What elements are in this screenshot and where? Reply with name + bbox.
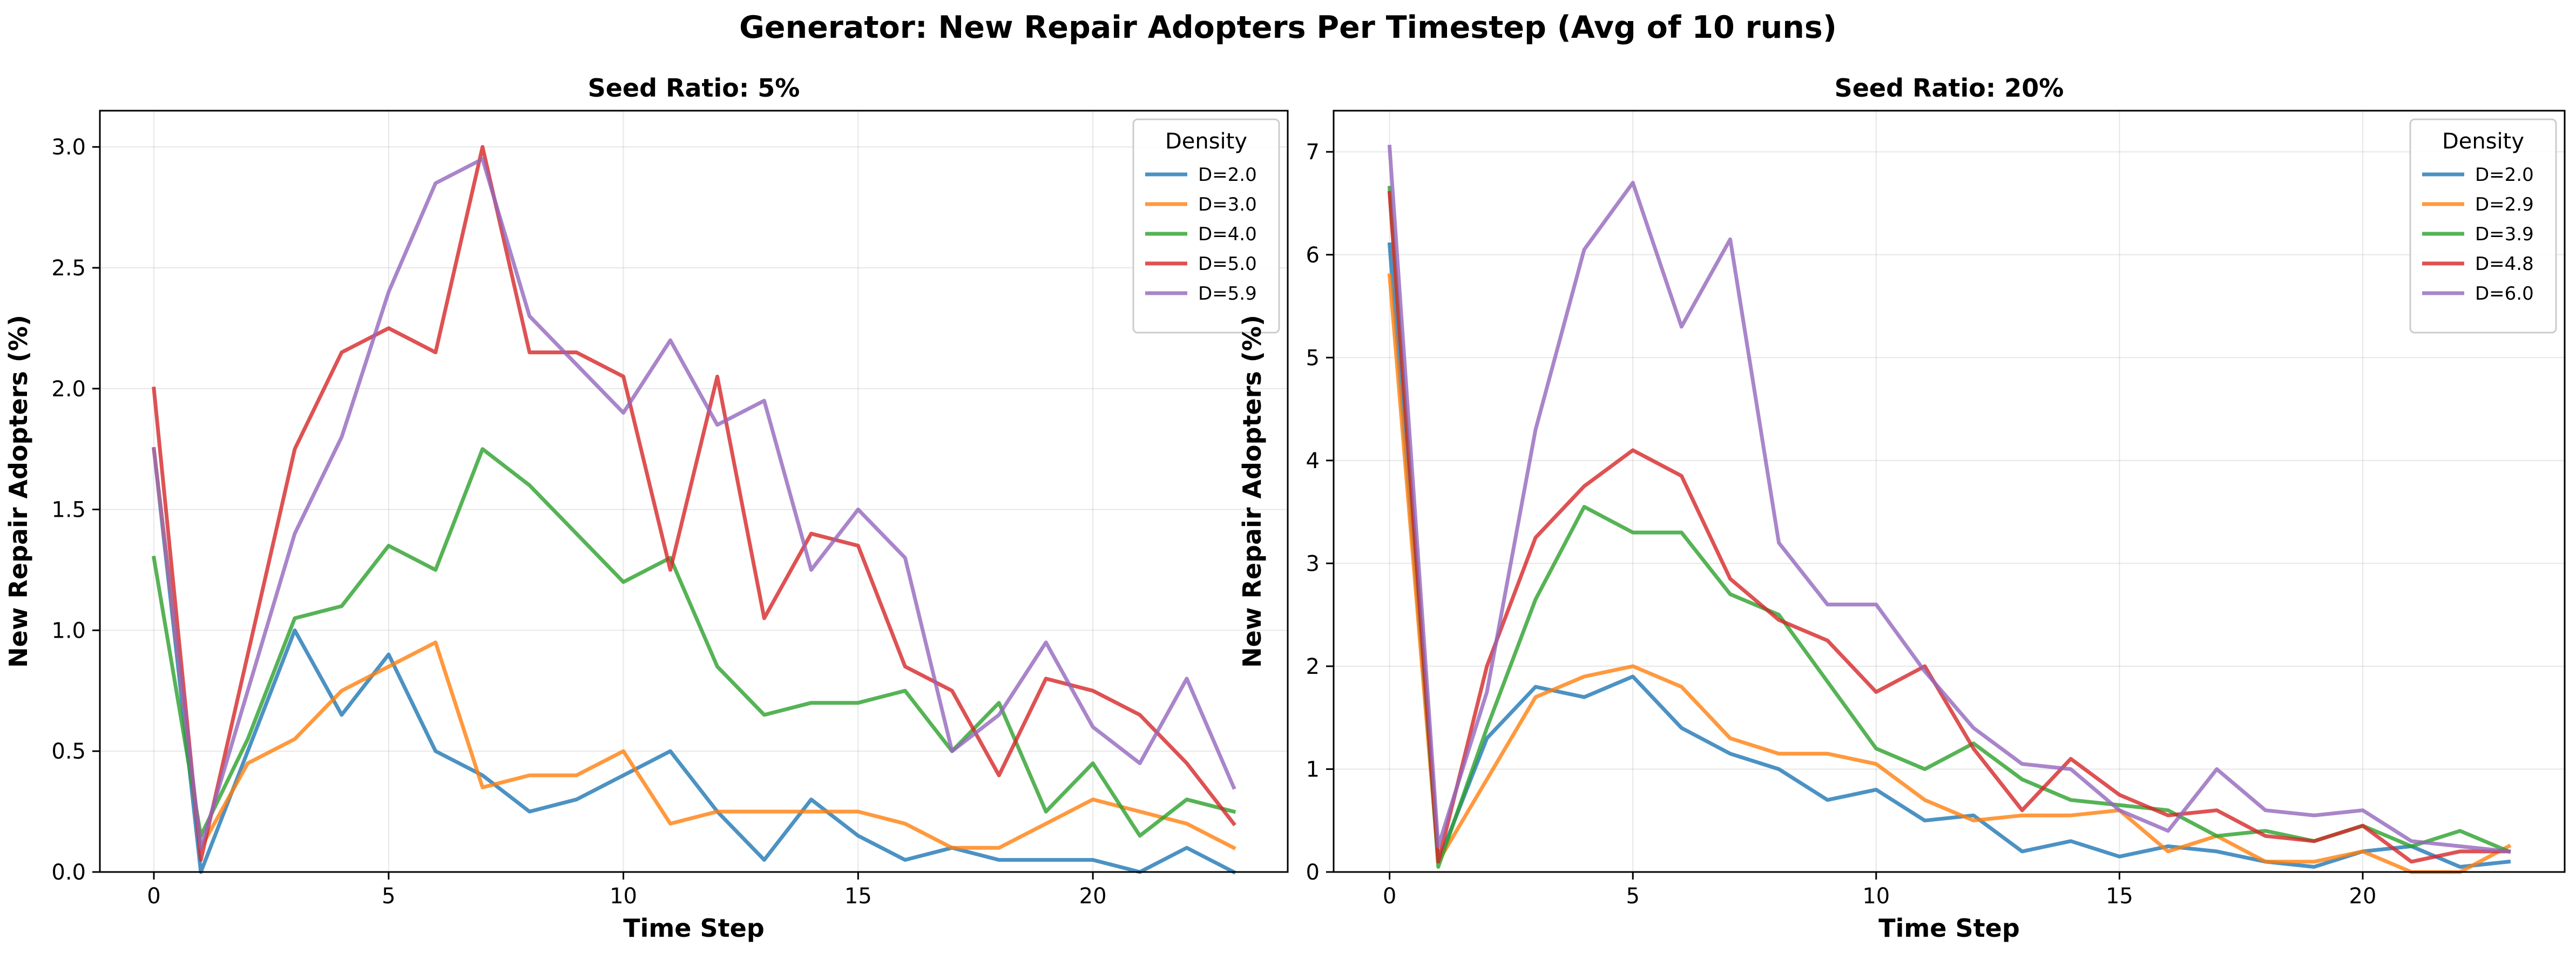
y-tick-label: 1.5 (51, 498, 86, 523)
series-line-d-2-0 (1387, 242, 2511, 869)
grid-lines (100, 111, 1288, 873)
y-axis-label: New Repair Adopters (%) (1238, 315, 1267, 668)
y-tick-label: 2.0 (51, 377, 86, 402)
x-axis-label: Time Step (623, 914, 765, 943)
series-line-d-4-0 (151, 447, 1236, 838)
legend-title: Density (2442, 129, 2524, 154)
legend-label: D=4.0 (1198, 224, 1257, 245)
legend-label: D=3.9 (2475, 224, 2534, 245)
y-tick-label: 2.5 (51, 256, 86, 281)
y-axis-label: New Repair Adopters (%) (4, 315, 33, 668)
series-line-d-5-9 (152, 157, 1236, 850)
chart-panel-2: 0 5 10 15 20 0 1 2 3 4 5 6 7 Seed Ratio: 20% Time Step… (1238, 73, 2566, 943)
legend: Density D=2.0 D=2.9 D=3.9 D=4.8 D=6.0 (2409, 118, 2557, 334)
y-tick-label: 5 (1306, 346, 1320, 370)
x-tick-label: 15 (844, 884, 872, 909)
y-tick-label: 7 (1306, 140, 1320, 165)
y-tick-label: 0.5 (51, 739, 86, 764)
y-tick-label: 4 (1306, 449, 1320, 474)
y-tick-label: 0 (1306, 860, 1320, 885)
x-tick-label: 20 (1079, 884, 1107, 909)
y-tick-label: 6 (1306, 243, 1320, 268)
legend-label: D=5.0 (1198, 253, 1257, 275)
chart-title: Seed Ratio: 20% (1835, 73, 2064, 103)
legend-label: D=3.0 (1198, 194, 1257, 215)
series-line-d-4-8 (1387, 191, 2511, 864)
legend-label: D=2.9 (2475, 194, 2534, 215)
chart-title: Seed Ratio: 5% (588, 73, 800, 103)
y-tick-label: 1.0 (51, 618, 86, 643)
x-axis-label: Time Step (1878, 914, 2020, 943)
x-tick-label: 10 (1862, 884, 1890, 909)
plot-frame (99, 110, 1289, 873)
series-line-d-3-0 (152, 447, 1236, 850)
series-lines (151, 145, 1236, 875)
x-tick-label: 5 (1626, 884, 1640, 909)
figure-title: Generator: New Repair Adopters Per Times… (739, 10, 1837, 45)
series-line-d-6-0 (1387, 144, 2511, 854)
series-line-d-3-9 (1387, 186, 2511, 869)
x-tick-label: 5 (382, 884, 395, 909)
x-tick-label: 10 (610, 884, 637, 909)
legend-label: D=2.0 (2475, 164, 2534, 186)
legend-label: D=2.0 (1198, 164, 1257, 186)
x-tick-label: 0 (147, 884, 160, 909)
x-tick-label: 20 (2349, 884, 2377, 909)
series-line-d-2-9 (1387, 273, 2512, 874)
legend-title: Density (1165, 129, 1247, 154)
legend-label: D=4.8 (2475, 253, 2534, 275)
y-tick-label: 0.0 (51, 860, 86, 885)
series-lines (1387, 144, 2512, 874)
plot-frame (1333, 110, 2566, 873)
legend: Density D=2.0 D=3.0 D=4.0 D=5.0 D=5.9 (1132, 118, 1280, 334)
x-tick-label: 0 (1383, 884, 1396, 909)
series-line-d-5-0 (152, 145, 1236, 862)
legend-label: D=6.0 (2475, 283, 2534, 305)
x-tick-label: 15 (2106, 884, 2133, 909)
legend-label: D=5.9 (1198, 283, 1257, 305)
y-tick-label: 2 (1306, 654, 1320, 679)
y-tick-label: 1 (1306, 757, 1320, 782)
y-tick-label: 3 (1306, 551, 1320, 576)
chart-panel-1: 0 5 10 15 20 0.0 0.5 1.0 1.5 2.0 2.5 3.0 Seed Ratio:… (4, 73, 1289, 943)
y-tick-label: 3.0 (51, 135, 86, 160)
